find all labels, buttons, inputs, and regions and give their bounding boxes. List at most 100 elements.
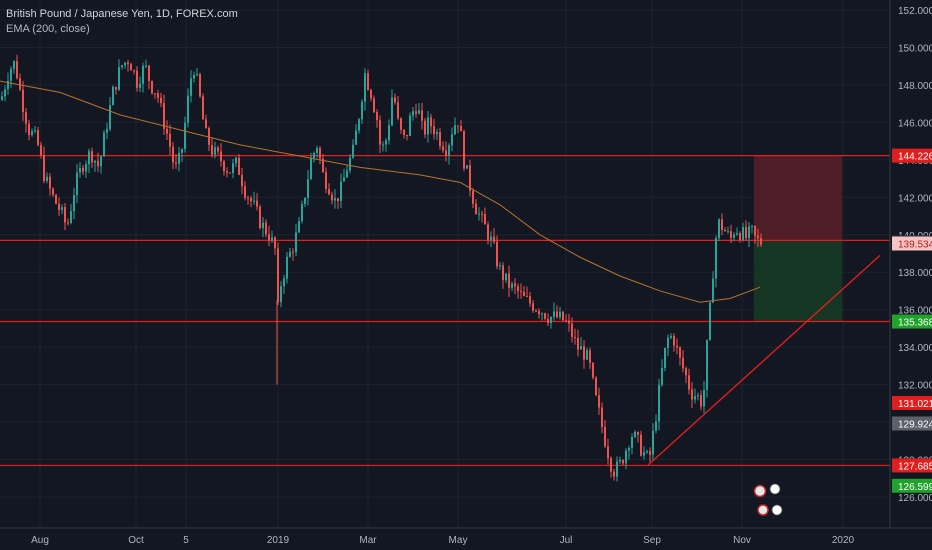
candle-body (58, 203, 60, 211)
candle-body (25, 112, 27, 124)
event-marker-icon[interactable] (753, 484, 767, 498)
candle-body (427, 117, 429, 135)
candle-body (187, 95, 189, 123)
time-tick-label: Oct (128, 535, 144, 546)
take-profit-zone[interactable] (754, 240, 842, 322)
candle-body (100, 156, 102, 167)
candle-body (703, 389, 705, 407)
candle-body (709, 302, 711, 340)
event-marker-icon[interactable] (771, 504, 783, 516)
candle-body (607, 446, 609, 459)
candle-body (490, 236, 492, 240)
candle-body (436, 132, 438, 135)
candle-body (169, 133, 171, 147)
candle-body (754, 225, 756, 236)
candle-body (412, 111, 414, 116)
price-label-box (892, 314, 932, 329)
time-tick-label: 2020 (832, 535, 855, 546)
candle-body (358, 119, 360, 131)
candle-body (718, 219, 720, 239)
candle-body (574, 337, 576, 339)
candle-body (616, 461, 618, 477)
candle-body (361, 101, 363, 120)
price-label-text: 144.226 (898, 152, 932, 163)
candle-body (181, 148, 183, 153)
price-tick-label: 136.000 (898, 306, 932, 317)
candle-body (592, 362, 594, 378)
candle-body (208, 128, 210, 145)
candle-body (691, 389, 693, 400)
candle-body (661, 367, 663, 385)
candle-body (28, 123, 30, 136)
candle-body (601, 407, 603, 427)
candle-body (271, 237, 273, 241)
candle-body (307, 179, 309, 198)
candle-body (535, 310, 537, 312)
candle-body (19, 78, 21, 90)
candle-body (457, 125, 459, 127)
symbol-title[interactable]: British Pound / Japanese Yen, 1D, FOREX.… (6, 8, 238, 20)
candle-body (673, 335, 675, 346)
price-label-text: 131.021 (898, 399, 932, 410)
candle-body (364, 73, 366, 102)
trend-line[interactable] (647, 254, 881, 466)
price-label-box (892, 416, 932, 431)
candle-body (355, 130, 357, 145)
candle-body (724, 229, 726, 232)
candle-body (97, 160, 99, 167)
candle-body (664, 347, 666, 368)
candle-body (121, 65, 123, 68)
candle-body (697, 395, 699, 397)
candle-body (184, 122, 186, 149)
candle-body (163, 103, 165, 129)
candle-body (91, 151, 93, 163)
candle-body (157, 93, 159, 98)
candle-body (541, 313, 543, 315)
candle-body (640, 434, 642, 456)
candle-body (13, 61, 15, 69)
candles (1, 54, 762, 482)
time-tick-label: 2019 (267, 535, 290, 546)
candle-body (301, 203, 303, 222)
candle-body (721, 219, 723, 230)
candle-body (712, 278, 714, 303)
candle-body (196, 74, 198, 76)
candle-body (493, 236, 495, 242)
event-marker-icon[interactable] (757, 504, 769, 516)
indicator-label[interactable]: EMA (200, close) (6, 23, 90, 35)
candle-body (49, 176, 51, 189)
candle-body (346, 170, 348, 178)
event-markers[interactable] (753, 483, 783, 516)
candle-body (115, 86, 117, 90)
candle-body (166, 128, 168, 134)
candle-body (340, 181, 342, 202)
stop-loss-zone[interactable] (754, 155, 842, 241)
candle-body (448, 145, 450, 156)
candle-body (538, 310, 540, 315)
event-marker-icon[interactable] (769, 483, 781, 495)
chart-legend[interactable]: British Pound / Japanese Yen, 1D, FOREX.… (6, 7, 238, 37)
time-axis[interactable]: Aug Oct 5 2019 Mar May Jul Sep Nov 2020 (0, 527, 932, 546)
candle-body (547, 318, 549, 324)
candle-body (466, 165, 468, 169)
candle-body (445, 150, 447, 156)
candle-body (487, 224, 489, 240)
time-tick-label: Aug (31, 535, 49, 546)
candle-body (550, 317, 552, 324)
ema-line (0, 80, 761, 303)
candle-body (583, 346, 585, 360)
candle-body (148, 65, 150, 82)
candle-body (625, 450, 627, 464)
risk-reward-zones[interactable] (754, 155, 842, 322)
time-tick-label: 5 (183, 535, 189, 546)
candle-body (379, 120, 381, 145)
candle-body (190, 78, 192, 96)
price-tick-label: 152.000 (898, 6, 932, 17)
candle-body (322, 158, 324, 173)
candle-body (79, 167, 81, 173)
candle-body (454, 125, 456, 135)
price-tick-label: 142.000 (898, 193, 932, 204)
candle-body (310, 157, 312, 180)
candle-body (451, 134, 453, 146)
